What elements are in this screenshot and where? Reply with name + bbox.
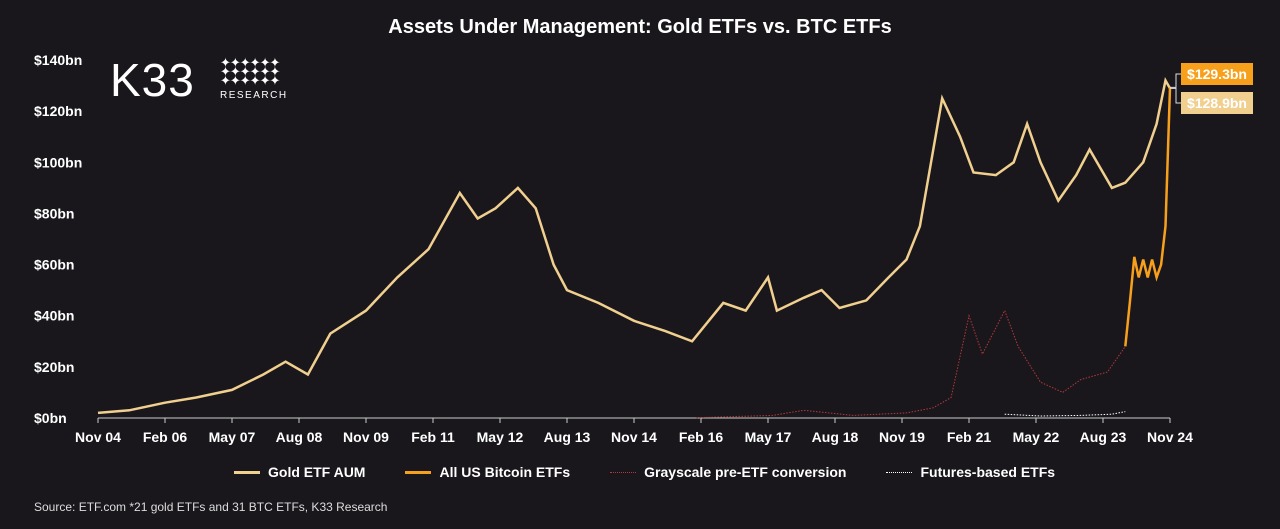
x-tick-label: May 07 xyxy=(209,429,256,445)
y-tick-label: $100bn xyxy=(34,154,82,170)
y-tick-label: $0bn xyxy=(34,410,67,426)
series-line-all-us-bitcoin-etfs xyxy=(1124,87,1172,347)
x-tick-label: May 17 xyxy=(745,429,792,445)
chart-title: Assets Under Management: Gold ETFs vs. B… xyxy=(388,16,892,38)
y-tick-label: $140bn xyxy=(34,52,82,68)
end-label: $128.9bn xyxy=(1187,95,1247,111)
logo-dots-icon: ✦✦✦✦✦✦ ✦✦✦✦✦✦ ✦✦✦✦✦✦ xyxy=(220,55,280,88)
y-tick-label: $80bn xyxy=(34,205,74,221)
label-leader xyxy=(1170,87,1182,104)
end-label-box xyxy=(1181,63,1253,85)
y-tick-label: $60bn xyxy=(34,257,74,273)
legend-label: All US Bitcoin ETFs xyxy=(439,464,571,480)
series-line-futures-based-etfs xyxy=(1004,411,1126,417)
x-tick-label: May 22 xyxy=(1013,429,1060,445)
x-tick-label: Nov 09 xyxy=(343,429,389,445)
legend: Gold ETF AUM All US Bitcoin ETFs Graysca… xyxy=(234,464,1055,480)
series-line-gold-etf-aum xyxy=(97,76,1172,415)
y-tick-label: $40bn xyxy=(34,308,74,324)
x-tick-label: Nov 14 xyxy=(611,429,657,445)
legend-label: Grayscale pre-ETF conversion xyxy=(644,464,847,480)
series-line-grayscale-pre-etf-conversion xyxy=(696,309,1126,419)
end-label: $129.3bn xyxy=(1187,66,1247,82)
legend-label: Futures-based ETFs xyxy=(920,464,1056,480)
x-tick-label: May 12 xyxy=(477,429,524,445)
x-tick-label: Nov 19 xyxy=(879,429,925,445)
k33-logo: K33 ✦✦✦✦✦✦ ✦✦✦✦✦✦ ✦✦✦✦✦✦ RESEARCH xyxy=(110,54,286,106)
legend-gold: Gold ETF AUM xyxy=(234,464,365,480)
source-note: Source: ETF.com *21 gold ETFs and 31 BTC… xyxy=(34,500,388,514)
x-tick-label: Feb 06 xyxy=(143,429,188,445)
end-label-box xyxy=(1181,92,1253,114)
label-leader xyxy=(1170,73,1182,88)
legend-futures: Futures-based ETFs xyxy=(886,464,1055,480)
y-tick-label: $20bn xyxy=(34,359,74,375)
legend-label: Gold ETF AUM xyxy=(268,464,366,480)
x-tick-label: Aug 18 xyxy=(812,429,859,445)
x-tick-label: Feb 16 xyxy=(679,429,724,445)
legend-btc: All US Bitcoin ETFs xyxy=(405,464,570,480)
logo-subtitle: RESEARCH xyxy=(220,90,288,101)
x-tick-label: Nov 24 xyxy=(1147,429,1193,445)
x-tick-label: Nov 04 xyxy=(75,429,121,445)
x-tick-label: Feb 21 xyxy=(947,429,992,445)
logo-text: K33 xyxy=(110,54,195,106)
x-tick-label: Feb 11 xyxy=(411,429,455,445)
x-tick-label: Aug 13 xyxy=(544,429,591,445)
x-tick-label: Aug 23 xyxy=(1080,429,1127,445)
x-tick-label: Aug 08 xyxy=(276,429,323,445)
y-tick-label: $120bn xyxy=(34,103,82,119)
legend-grayscale: Grayscale pre-ETF conversion xyxy=(610,464,846,480)
